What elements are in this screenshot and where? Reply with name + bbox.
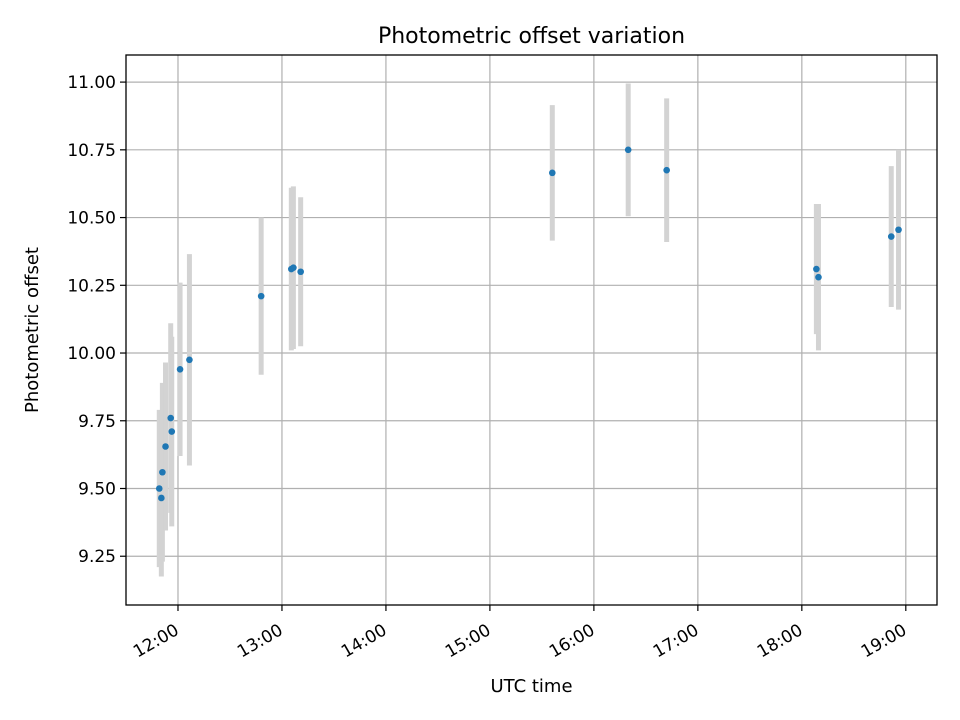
data-point bbox=[663, 166, 670, 174]
data-point bbox=[155, 485, 163, 492]
y-axis-label: Photometric offset bbox=[22, 247, 43, 413]
data-point bbox=[290, 264, 297, 271]
y-tick-label: 9.25 bbox=[78, 547, 116, 567]
data-point bbox=[257, 292, 265, 300]
data-point bbox=[895, 226, 902, 234]
data-point bbox=[176, 365, 184, 373]
y-tick-label: 9.75 bbox=[78, 412, 116, 432]
y-axis-ticks: 9.25 9.50 9.75 10.00 10.25 10.50 10.75 11.00 bbox=[67, 73, 126, 567]
data-point bbox=[159, 468, 166, 476]
data-point bbox=[624, 146, 632, 154]
x-axis-label: UTC time bbox=[490, 676, 572, 697]
y-tick-label: 11.00 bbox=[67, 73, 116, 93]
data-points bbox=[155, 146, 902, 502]
y-tick-label: 10.25 bbox=[67, 276, 116, 296]
data-point bbox=[168, 428, 176, 435]
y-tick-label: 10.50 bbox=[67, 209, 116, 229]
data-point bbox=[297, 268, 304, 276]
y-tick-label: 9.50 bbox=[78, 479, 116, 499]
data-point bbox=[158, 494, 165, 502]
data-point bbox=[167, 414, 175, 422]
data-point bbox=[186, 356, 193, 364]
data-point bbox=[813, 265, 820, 273]
y-tick-label: 10.75 bbox=[67, 141, 116, 161]
data-point bbox=[162, 443, 169, 450]
y-tick-label: 10.00 bbox=[67, 344, 116, 364]
data-point bbox=[548, 169, 556, 177]
data-point bbox=[887, 233, 895, 240]
plot-frame bbox=[125, 54, 938, 606]
chart-title: Photometric offset variation bbox=[378, 24, 685, 49]
data-point bbox=[815, 273, 822, 281]
